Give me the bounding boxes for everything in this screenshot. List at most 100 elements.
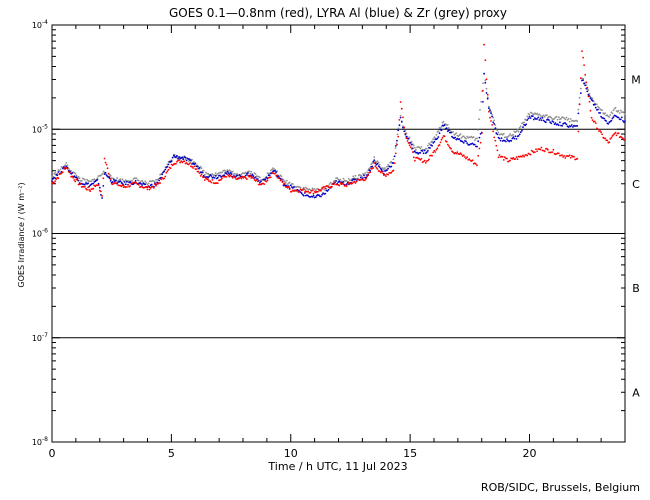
data-point (134, 180, 137, 182)
data-point (234, 172, 236, 175)
data-point (620, 116, 623, 119)
data-point (105, 174, 108, 177)
data-point (106, 167, 109, 170)
data-point (577, 130, 580, 133)
data-point (564, 118, 567, 121)
data-point (459, 133, 462, 136)
data-point (480, 132, 483, 135)
data-point (449, 146, 451, 149)
data-point (176, 160, 178, 163)
data-point (546, 114, 548, 116)
data-point (572, 126, 574, 128)
data-point (494, 124, 497, 126)
data-point (269, 176, 272, 179)
data-point (556, 123, 559, 125)
y-tick-label: 10-7 (32, 332, 48, 343)
data-point (578, 103, 581, 105)
data-point (84, 186, 86, 188)
data-point (289, 184, 292, 187)
data-point (559, 121, 561, 124)
data-point (566, 119, 569, 121)
data-point (387, 163, 389, 166)
data-point (129, 185, 132, 187)
data-point (584, 73, 587, 76)
data-point (216, 176, 219, 179)
data-point (300, 192, 303, 195)
data-point (64, 164, 66, 167)
data-point (468, 158, 471, 161)
y-tick-label: 10-5 (32, 123, 48, 134)
data-point (390, 171, 393, 174)
data-point (244, 177, 247, 179)
data-point (71, 172, 74, 174)
data-point (159, 182, 162, 184)
data-point (540, 146, 543, 149)
data-point (119, 180, 122, 183)
data-point (551, 151, 554, 154)
data-point (86, 178, 88, 181)
data-point (390, 165, 393, 168)
data-point (477, 140, 480, 143)
data-point (323, 188, 326, 191)
data-point (418, 146, 421, 149)
data-point (384, 167, 386, 169)
data-point (56, 172, 59, 175)
data-point (609, 114, 612, 116)
data-point (378, 166, 381, 168)
data-point (483, 72, 485, 75)
data-point (214, 172, 217, 175)
data-point (80, 179, 83, 182)
data-point (617, 132, 620, 135)
data-point (568, 120, 571, 123)
data-point (221, 171, 223, 174)
data-point (192, 167, 195, 169)
data-point (180, 160, 183, 163)
data-point (429, 147, 431, 149)
data-point (229, 174, 232, 177)
data-point (590, 116, 593, 119)
data-point (147, 185, 150, 188)
x-tick-label: 10 (284, 447, 298, 460)
data-point (365, 177, 367, 180)
data-point (455, 152, 458, 155)
data-point (127, 184, 129, 186)
data-point (255, 179, 258, 181)
data-point (123, 181, 126, 183)
data-point (591, 97, 594, 100)
data-point (623, 111, 625, 114)
data-point (116, 181, 118, 184)
data-point (302, 188, 305, 190)
data-point (214, 175, 217, 177)
data-point (490, 112, 492, 114)
data-point (175, 162, 177, 165)
data-point (419, 147, 422, 150)
data-point (438, 144, 441, 146)
data-point (435, 148, 438, 151)
data-point (412, 156, 415, 159)
data-point (302, 194, 305, 197)
data-point (506, 157, 508, 160)
data-point (307, 194, 309, 197)
data-point (610, 136, 613, 139)
data-point (408, 136, 411, 139)
x-axis: 0 5 10 15 20 (49, 25, 626, 460)
data-point (234, 176, 236, 178)
data-point (614, 106, 617, 109)
data-point (202, 174, 205, 177)
data-point (145, 182, 148, 184)
data-point (601, 109, 603, 111)
data-point (199, 165, 202, 168)
data-point (486, 93, 489, 96)
data-point (435, 133, 438, 136)
data-point (498, 137, 501, 140)
data-point (387, 173, 389, 176)
data-point (338, 184, 341, 187)
data-point (148, 188, 151, 191)
data-point (111, 181, 114, 183)
data-point (409, 146, 412, 149)
data-point (528, 114, 531, 116)
data-point (550, 116, 553, 119)
data-point (226, 169, 229, 172)
data-point (475, 163, 477, 165)
